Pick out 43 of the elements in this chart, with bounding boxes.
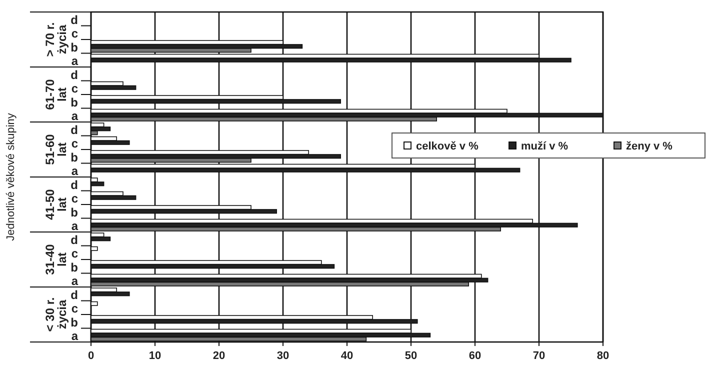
y-tick-label: c — [71, 302, 78, 316]
y-tick-label: b — [70, 260, 78, 274]
y-tick-label: d — [70, 12, 78, 27]
y-tick-label: b — [70, 95, 78, 110]
y-tick-label: c — [71, 246, 78, 260]
x-tick-label: 10 — [148, 350, 162, 362]
x-tick-label: 50 — [404, 350, 418, 362]
y-tick-label: a — [71, 329, 78, 343]
text: > 70 r. życia — [43, 22, 69, 57]
text: 61-70 lat — [43, 78, 69, 110]
y-tick-label: c — [71, 82, 78, 96]
y-tick-label: d — [70, 178, 78, 192]
legend-label: ženy v % — [626, 140, 673, 152]
text: 51-60 lat — [43, 134, 69, 165]
y-axis-title: Jednotlivé věkové skupiny — [5, 112, 17, 241]
y-tick-label: d — [70, 68, 78, 82]
x-tick-label: 70 — [532, 350, 546, 362]
legend-label: celkově v % — [416, 140, 479, 152]
y-tick-label: c — [71, 192, 78, 206]
text: 31-40 lat — [43, 244, 69, 275]
y-tick-label: d — [70, 232, 78, 247]
y-tick-label: a — [71, 219, 78, 233]
y-tick-label: a — [71, 274, 78, 288]
y-tick-label: b — [70, 315, 78, 330]
y-tick-label: d — [70, 288, 78, 302]
y-tick-label: a — [71, 54, 78, 68]
x-tick-label: 40 — [340, 350, 354, 362]
x-tick-label: 0 — [88, 350, 94, 362]
y-tick-label: c — [71, 26, 78, 40]
y-tick-label: b — [70, 40, 78, 54]
x-tick-label: 30 — [276, 350, 290, 362]
legend-label: muží v % — [521, 140, 568, 152]
x-tick-label: 20 — [212, 350, 226, 362]
y-tick-label: a — [71, 109, 78, 123]
x-tick-label: 80 — [596, 350, 610, 362]
text: 41-50 lat — [43, 188, 69, 220]
y-tick-label: c — [71, 136, 78, 150]
y-tick-label: a — [71, 164, 78, 178]
y-tick-label: b — [70, 205, 78, 220]
x-tick-label: 60 — [468, 350, 482, 362]
y-tick-label: b — [70, 150, 78, 164]
text: < 30 r. życia — [43, 297, 69, 332]
y-tick-label: d — [70, 122, 78, 137]
